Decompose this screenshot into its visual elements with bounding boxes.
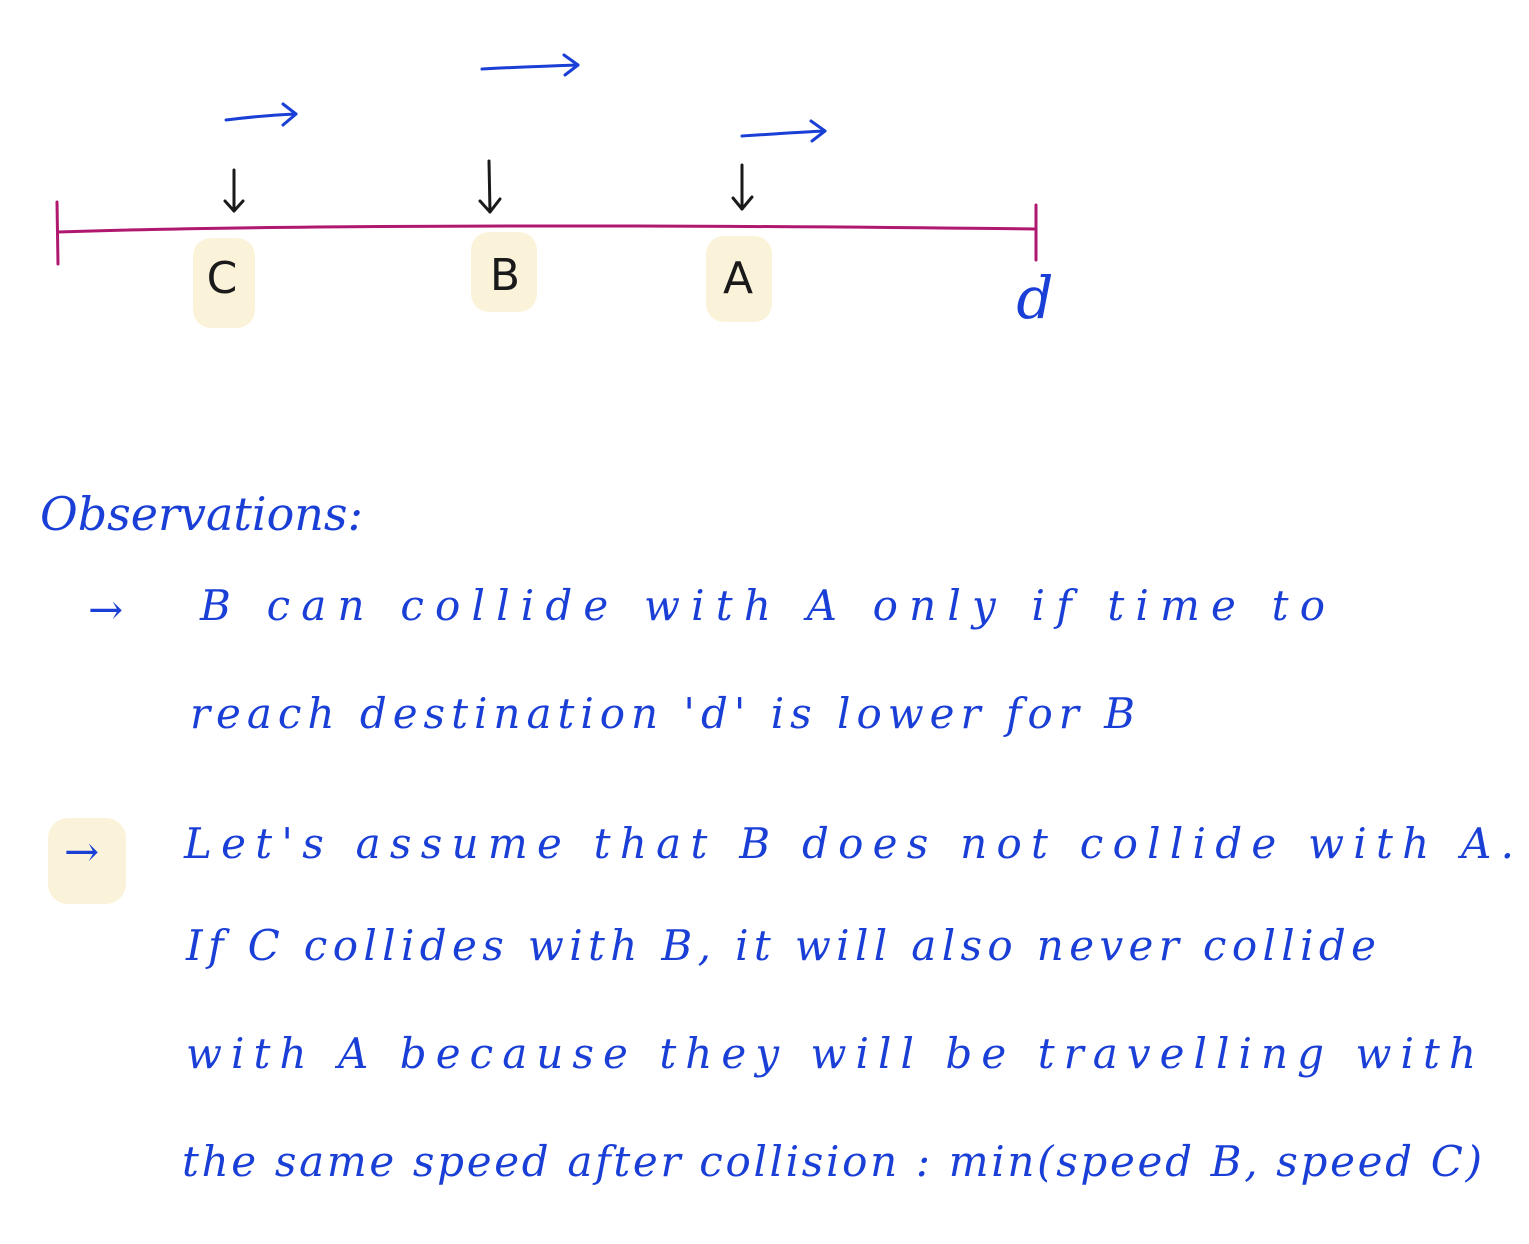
velocity-arrow-short <box>224 102 298 127</box>
down-arrow-c <box>223 168 245 213</box>
bullet-arrow-2: → <box>64 827 99 876</box>
bullet-arrow-1: → <box>88 585 123 634</box>
velocity-arrow-medium <box>740 119 827 143</box>
down-arrow-a <box>731 163 754 211</box>
destination-label: d <box>1016 264 1053 332</box>
down-arrow-b <box>478 159 502 214</box>
bullet1-line-2: reach destination 'd' is lower for B <box>190 689 1135 738</box>
bullet2-line-4: the same speed after collision : min(spe… <box>182 1137 1482 1186</box>
bullet2-line-3: with A because they will be travelling w… <box>186 1029 1476 1078</box>
road-line <box>55 200 1038 266</box>
car-label-b: B <box>490 250 520 301</box>
velocity-arrow-long <box>480 53 580 77</box>
car-label-a: A <box>723 253 753 304</box>
highlight-b <box>471 232 537 312</box>
bullet1-line-1: B can collide with A only if time to <box>199 581 1325 630</box>
bullet2-line-1: Let's assume that B does not collide wit… <box>183 819 1514 868</box>
bullet2-line-2: If C collides with B, it will also never… <box>185 921 1376 970</box>
highlight-bullet2 <box>48 818 126 904</box>
highlight-c <box>193 238 255 328</box>
car-label-c: C <box>207 253 238 304</box>
highlight-a <box>706 236 772 322</box>
observations-heading: Observations: <box>40 487 363 541</box>
